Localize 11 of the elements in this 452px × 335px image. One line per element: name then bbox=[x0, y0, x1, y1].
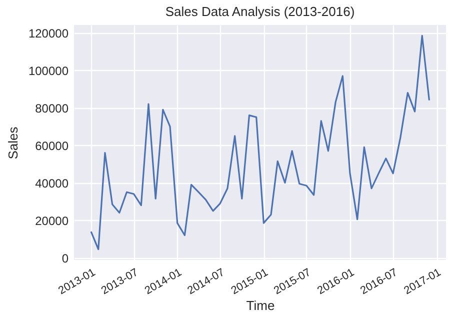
y-tick-label: 120000 bbox=[28, 26, 69, 40]
y-tick-label: 40000 bbox=[35, 176, 69, 190]
y-tick-label: 80000 bbox=[35, 101, 69, 116]
y-axis-title: Sales bbox=[5, 126, 20, 160]
y-tick-label: 60000 bbox=[35, 138, 69, 153]
line-series bbox=[90, 34, 430, 250]
chart-title: Sales Data Analysis (2013-2016) bbox=[165, 4, 355, 19]
y-tick-label: 0 bbox=[62, 251, 69, 266]
y-tick-label: 100000 bbox=[28, 64, 69, 78]
y-tick-label: 20000 bbox=[35, 214, 69, 228]
x-axis-title: Time bbox=[246, 298, 275, 314]
